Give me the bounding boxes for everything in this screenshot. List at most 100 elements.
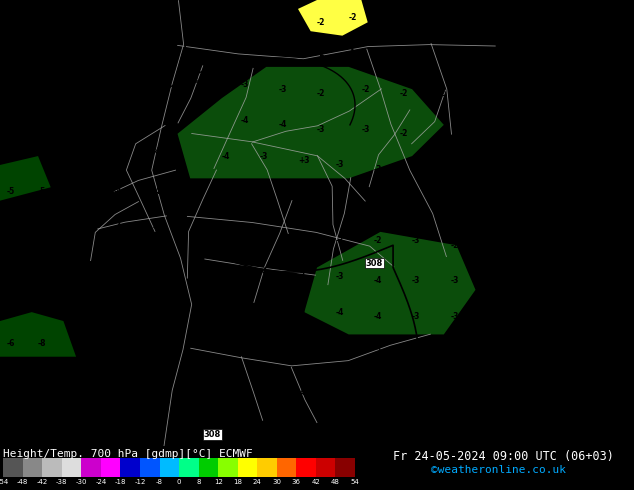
- Text: -4: -4: [76, 147, 84, 156]
- Text: -3: -3: [450, 392, 458, 401]
- Bar: [3, 458, 23, 477]
- Text: -2: -2: [450, 205, 458, 214]
- Text: -1: -1: [114, 9, 122, 18]
- Text: -4: -4: [336, 308, 344, 317]
- Text: -6: -6: [76, 263, 84, 272]
- Text: -2: -2: [526, 317, 534, 325]
- Text: -5: -5: [152, 263, 160, 272]
- Text: -1: -1: [501, 13, 509, 23]
- Text: -4: -4: [260, 232, 268, 241]
- Text: -3: -3: [336, 196, 344, 205]
- Text: -2: -2: [602, 423, 611, 433]
- Text: -1: -1: [425, 53, 433, 62]
- Bar: [238, 458, 257, 477]
- Text: -3: -3: [412, 200, 420, 210]
- Text: -4: -4: [114, 223, 122, 232]
- Text: -5: -5: [76, 187, 84, 196]
- Text: -2: -2: [437, 89, 446, 98]
- Text: -4: -4: [260, 268, 268, 276]
- Text: -3: -3: [450, 348, 458, 357]
- Text: -1: -1: [387, 13, 395, 23]
- Text: 12: 12: [214, 479, 223, 485]
- Text: -12: -12: [134, 479, 146, 485]
- Text: -2: -2: [399, 129, 408, 138]
- Text: -4: -4: [336, 343, 344, 352]
- Text: -18: -18: [115, 479, 126, 485]
- Text: -3: -3: [450, 165, 458, 174]
- Text: -3: -3: [190, 76, 198, 85]
- Text: -3: -3: [526, 423, 534, 433]
- Text: 54: 54: [351, 479, 359, 485]
- Text: -1: -1: [412, 13, 420, 23]
- Text: -3: -3: [374, 423, 382, 433]
- Text: -6: -6: [76, 339, 84, 348]
- Bar: [277, 458, 297, 477]
- Text: -6: -6: [38, 263, 46, 272]
- Text: -2: -2: [152, 40, 160, 49]
- Text: -3: -3: [488, 348, 496, 357]
- Text: 48: 48: [331, 479, 340, 485]
- Polygon shape: [298, 0, 368, 36]
- Text: -5: -5: [6, 76, 15, 85]
- Text: -3: -3: [412, 276, 420, 285]
- Text: -2: -2: [361, 85, 370, 94]
- Text: -30: -30: [75, 479, 87, 485]
- Text: -6: -6: [6, 299, 15, 308]
- Text: -2: -2: [488, 210, 496, 219]
- Text: -5: -5: [6, 187, 15, 196]
- Text: -5: -5: [152, 419, 160, 428]
- Bar: [62, 458, 81, 477]
- Text: -2: -2: [190, 9, 198, 18]
- Text: -5: -5: [222, 303, 230, 312]
- Text: -3: -3: [450, 312, 458, 321]
- Text: -0: -0: [469, 18, 477, 27]
- Text: -1: -1: [564, 214, 573, 223]
- Text: 308: 308: [204, 430, 221, 439]
- Text: -4: -4: [298, 268, 306, 276]
- Text: -3: -3: [260, 151, 268, 161]
- Bar: [81, 458, 101, 477]
- Text: -3: -3: [412, 388, 420, 397]
- Bar: [42, 458, 62, 477]
- Text: -2: -2: [514, 89, 522, 98]
- Text: -4: -4: [222, 423, 230, 433]
- Text: -5: -5: [114, 299, 122, 308]
- Text: -2: -2: [564, 423, 573, 433]
- Bar: [218, 458, 238, 477]
- Text: -1: -1: [602, 214, 611, 223]
- Bar: [23, 458, 42, 477]
- Text: ©weatheronline.co.uk: ©weatheronline.co.uk: [431, 465, 566, 475]
- Text: -4: -4: [114, 187, 122, 196]
- Text: -2: -2: [488, 241, 496, 250]
- Text: -3: -3: [374, 165, 382, 174]
- Text: -1: -1: [336, 423, 344, 433]
- Text: -4: -4: [260, 384, 268, 392]
- Text: -1: -1: [564, 13, 573, 23]
- Text: -6: -6: [76, 299, 84, 308]
- Text: -1: -1: [596, 53, 604, 62]
- Text: -3: -3: [412, 423, 420, 433]
- Bar: [297, 458, 316, 477]
- Text: -1: -1: [628, 53, 634, 62]
- Text: -4: -4: [76, 111, 84, 121]
- Text: -3: -3: [488, 392, 496, 401]
- Text: Fr 24-05-2024 09:00 UTC (06+03): Fr 24-05-2024 09:00 UTC (06+03): [393, 450, 614, 464]
- Text: -3: -3: [6, 40, 15, 49]
- Text: -2: -2: [526, 281, 534, 290]
- Text: -1: -1: [602, 245, 611, 254]
- Text: -5: -5: [114, 379, 122, 388]
- Bar: [335, 458, 355, 477]
- Text: 0: 0: [177, 479, 181, 485]
- Text: -1: -1: [590, 89, 598, 98]
- Text: -3: -3: [336, 272, 344, 281]
- Bar: [160, 458, 179, 477]
- Text: -2: -2: [602, 321, 611, 330]
- Text: -2: -2: [552, 89, 560, 98]
- Text: -2: -2: [412, 165, 420, 174]
- Text: -5: -5: [114, 263, 122, 272]
- Text: -5: -5: [6, 419, 15, 428]
- Text: -3: -3: [260, 192, 268, 201]
- Bar: [198, 458, 218, 477]
- Text: -1: -1: [317, 49, 325, 58]
- Text: -4: -4: [6, 111, 15, 121]
